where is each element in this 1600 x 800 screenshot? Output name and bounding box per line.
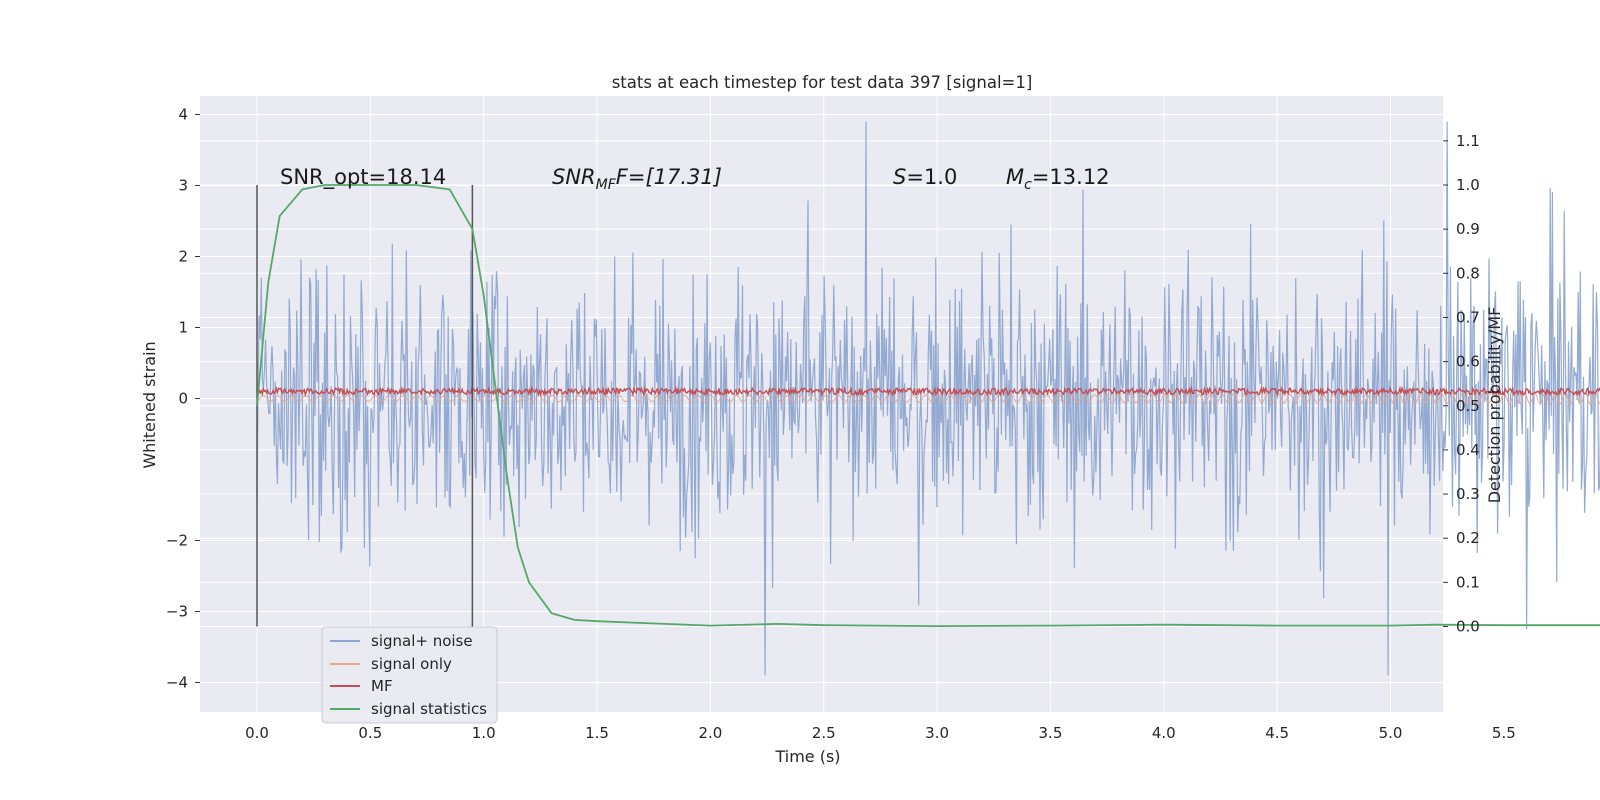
y-axis-label: Whitened strain [140, 341, 159, 468]
x-tick-label: 0.0 [245, 724, 269, 742]
right-y-tick-label: 0.2 [1456, 529, 1480, 547]
chart-title: stats at each timestep for test data 397… [612, 73, 1033, 92]
right-y-tick-label: 0.7 [1456, 308, 1480, 326]
line-signal-statistics [256, 184, 1600, 627]
annotation-snr-opt: SNR_opt=18.14 [280, 165, 446, 190]
y-tick-label: 4 [178, 106, 188, 124]
y-tick-label: 3 [178, 177, 188, 195]
x-tick-label: 0.5 [358, 724, 382, 742]
snr-mf-label: SNR [552, 165, 596, 189]
s-value: =1.0 [906, 165, 957, 189]
right-y-tick-label: 0.9 [1456, 220, 1480, 238]
line-signal-noise [256, 121, 1600, 676]
x-tick-label: 4.5 [1265, 724, 1289, 742]
series-signal-noise [256, 121, 1600, 676]
series-mf [256, 385, 1600, 398]
x-tick-label: 2.5 [812, 724, 836, 742]
x-tick-labels: 0.00.51.01.52.02.53.03.54.04.55.05.56.06… [245, 724, 1516, 742]
mc-label: M [1006, 165, 1024, 189]
legend: signal+ noise signal only MF signal stat… [321, 626, 498, 724]
line-mf [256, 385, 1600, 398]
legend-box [321, 626, 498, 724]
x-tick-label: 3.0 [925, 724, 949, 742]
snr-mf-subscript: MF [596, 177, 617, 193]
x-tick-label: 5.5 [1492, 724, 1516, 742]
annotation-snr-mf: SNRMFF=[17.31] [552, 165, 722, 193]
x-tick-label: 2.0 [698, 724, 722, 742]
right-y-tick-label: 1.1 [1456, 132, 1480, 150]
right-y-tick-label: 0.4 [1456, 441, 1480, 459]
mc-value: =13.12 [1032, 165, 1110, 189]
y-tick-label: 0 [178, 390, 188, 408]
legend-label-signal-noise: signal+ noise [371, 632, 473, 650]
x-tick-label: 1.5 [585, 724, 609, 742]
right-y-tick-label: 0.0 [1456, 618, 1480, 636]
y-tick-label: −2 [166, 532, 188, 550]
x-tick-label: 5.0 [1379, 724, 1403, 742]
snr-mf-value: F=[17.31] [616, 165, 722, 189]
legend-label-signal-statistics: signal statistics [371, 700, 487, 718]
right-y-tick-label: 1.0 [1456, 176, 1480, 194]
legend-label-signal-only: signal only [371, 655, 452, 673]
legend-label-mf: MF [371, 677, 393, 695]
right-y-tick-labels: 1.1 1.0 0.9 0.8 0.7 0.6 0.5 0.4 0.3 0.2 0.1 0.0 [1443, 132, 1480, 636]
annotation-s: S=1.0 [893, 165, 957, 189]
right-y-tick-label: 0.3 [1456, 485, 1480, 503]
y-tick-label: −3 [166, 603, 188, 621]
y-tick-label: 2 [178, 248, 188, 266]
right-y-axis-label: Detection probability/MF [1485, 307, 1504, 504]
right-y-tick-label: 0.8 [1456, 264, 1480, 282]
y-tick-labels: 4 3 2 1 0 −2 −3 −4 [166, 106, 200, 692]
annotation-mc: Mc=13.12 [1006, 165, 1110, 193]
x-axis-label: Time (s) [774, 747, 840, 766]
x-tick-label: 1.0 [472, 724, 496, 742]
x-tick-label: 3.5 [1039, 724, 1063, 742]
right-y-tick-label: 0.6 [1456, 353, 1480, 371]
x-tick-label: 4.0 [1152, 724, 1176, 742]
y-tick-label: 1 [178, 319, 188, 337]
mc-subscript: c [1024, 177, 1032, 193]
right-y-tick-label: 0.1 [1456, 573, 1480, 591]
y-tick-label: −4 [166, 674, 188, 692]
right-y-tick-label: 0.5 [1456, 397, 1480, 415]
s-label: S [893, 165, 906, 189]
series-signal-statistics [256, 184, 1600, 627]
